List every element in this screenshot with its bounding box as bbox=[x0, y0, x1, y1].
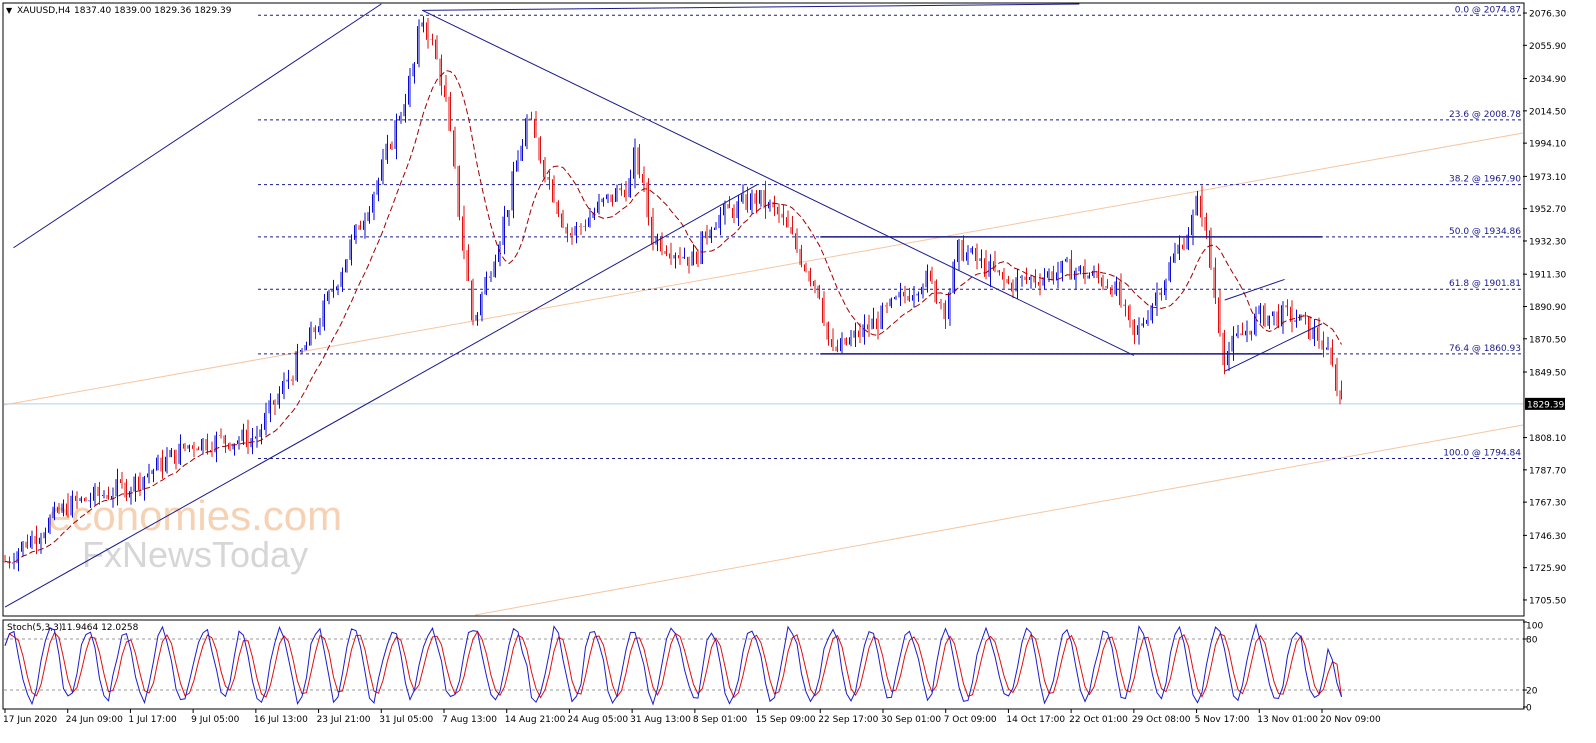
y-tick-label-9: 1890.90 bbox=[1529, 303, 1566, 313]
current-price-tag bbox=[1525, 397, 1565, 410]
fib-level-label-0: 0.0 @ 2074.87 bbox=[1455, 5, 1521, 15]
trendlines-layer bbox=[4, 3, 1323, 608]
x-tick-label-12: 15 Sep 09:00 bbox=[756, 715, 816, 725]
y-tick-label-3: 2014.50 bbox=[1529, 107, 1566, 117]
stoch-panel-frame bbox=[2, 619, 1525, 710]
x-tick-label-7: 7 Aug 13:00 bbox=[442, 715, 497, 725]
fib-level-label-3: 50.0 @ 1934.86 bbox=[1449, 227, 1521, 237]
stoch-y-tick-label-3: 0 bbox=[1526, 704, 1532, 714]
y-tick-label-4: 1994.10 bbox=[1529, 140, 1566, 150]
x-tick-label-4: 16 Jul 13:00 bbox=[254, 715, 308, 725]
trendline-parallel-rising-line bbox=[422, 3, 1080, 11]
x-tick-label-5: 23 Jul 21:00 bbox=[317, 715, 371, 725]
x-tick-label-21: 20 Nov 09:00 bbox=[1320, 715, 1381, 725]
y-tick-label-17: 1725.90 bbox=[1529, 564, 1566, 574]
y-tick-label-14: 1787.70 bbox=[1529, 466, 1566, 476]
x-tick-label-19: 5 Nov 17:00 bbox=[1195, 715, 1250, 725]
trendline-falling-trendline bbox=[422, 9, 1135, 356]
x-tick-label-2: 1 Jul 17:00 bbox=[128, 715, 177, 725]
y-tick-label-11: 1849.50 bbox=[1529, 369, 1566, 379]
moving-average-line bbox=[4, 70, 1342, 563]
x-tick-label-8: 14 Aug 21:00 bbox=[505, 715, 566, 725]
axis-layer: 2076.30 2055.90 2034.90 2014.50 1994.10 1973.… bbox=[3, 10, 1566, 725]
y-tick-label-8: 1911.30 bbox=[1529, 271, 1566, 281]
x-tick-label-6: 31 Jul 05:00 bbox=[379, 715, 433, 725]
y-tick-label-7: 1932.30 bbox=[1529, 237, 1566, 247]
candles-layer bbox=[3, 16, 1342, 572]
x-tick-label-1: 24 Jun 09:00 bbox=[66, 715, 123, 725]
stoch-y-tick-label-1: 80 bbox=[1526, 636, 1538, 646]
symbol-label: XAUUSD,H4 bbox=[17, 6, 71, 16]
stoch-values: 11.9464 12.0258 bbox=[61, 623, 139, 633]
x-tick-label-14: 30 Sep 01:00 bbox=[881, 715, 941, 725]
x-tick-label-18: 29 Oct 08:00 bbox=[1132, 715, 1191, 725]
trendline-flag-lower bbox=[1224, 323, 1323, 372]
chart-menu-arrow-icon[interactable]: ▼ bbox=[6, 6, 13, 15]
y-tick-label-10: 1870.50 bbox=[1529, 335, 1566, 345]
x-tick-label-9: 24 Aug 05:00 bbox=[567, 715, 628, 725]
y-tick-label-0: 2076.30 bbox=[1529, 10, 1566, 20]
y-tick-label-16: 1746.30 bbox=[1529, 532, 1566, 542]
fib-level-label-5: 76.4 @ 1860.93 bbox=[1449, 344, 1521, 354]
current-price-tag-label: 1829.39 bbox=[1527, 400, 1564, 410]
y-tick-label-13: 1808.10 bbox=[1529, 434, 1566, 444]
y-tick-label-6: 1952.70 bbox=[1529, 205, 1566, 215]
x-tick-label-13: 22 Sep 17:00 bbox=[818, 715, 878, 725]
x-tick-label-11: 8 Sep 01:00 bbox=[693, 715, 748, 725]
x-tick-label-17: 22 Oct 01:00 bbox=[1069, 715, 1128, 725]
watermark-line2: FxNewsToday bbox=[82, 534, 308, 575]
trendline-upper-channel bbox=[13, 3, 382, 249]
fib-level-label-6: 100.0 @ 1794.84 bbox=[1443, 449, 1521, 459]
y-tick-label-15: 1767.30 bbox=[1529, 499, 1566, 509]
stoch-y-tick-label-0: 100 bbox=[1526, 622, 1543, 632]
x-tick-label-20: 13 Nov 01:00 bbox=[1257, 715, 1318, 725]
peach-channel-line-1 bbox=[3, 132, 1524, 406]
trendline-rising-trendline bbox=[4, 184, 758, 608]
fib-level-label-2: 38.2 @ 1967.90 bbox=[1449, 175, 1521, 185]
y-tick-label-5: 1973.10 bbox=[1529, 173, 1566, 183]
x-tick-label-10: 31 Aug 13:00 bbox=[630, 715, 691, 725]
trendline-flag-upper bbox=[1224, 278, 1285, 301]
x-tick-label-3: 9 Jul 05:00 bbox=[191, 715, 240, 725]
stoch-y-tick-label-2: 20 bbox=[1526, 687, 1538, 697]
x-tick-label-16: 14 Oct 17:00 bbox=[1006, 715, 1065, 725]
y-tick-label-2: 2034.90 bbox=[1529, 75, 1566, 85]
x-tick-label-15: 7 Oct 09:00 bbox=[944, 715, 997, 725]
ohlc-readout: 1837.40 1839.00 1829.36 1829.39 bbox=[74, 6, 232, 16]
y-tick-label-1: 2055.90 bbox=[1529, 42, 1566, 52]
fib-level-label-4: 61.8 @ 1901.81 bbox=[1449, 279, 1521, 289]
x-tick-label-0: 17 Jun 2020 bbox=[3, 715, 57, 725]
peach-channel-line-2 bbox=[474, 424, 1524, 616]
watermark-line1: economies.com bbox=[48, 492, 342, 539]
fib-level-label-1: 23.6 @ 2008.78 bbox=[1449, 110, 1521, 120]
stochastic-layer bbox=[4, 622, 1523, 706]
y-tick-label-18: 1705.50 bbox=[1529, 596, 1566, 606]
main-panel-frame bbox=[2, 2, 1525, 617]
stoch-main-line bbox=[4, 622, 1342, 706]
stoch-label: Stoch(5,3,3) bbox=[7, 623, 62, 633]
